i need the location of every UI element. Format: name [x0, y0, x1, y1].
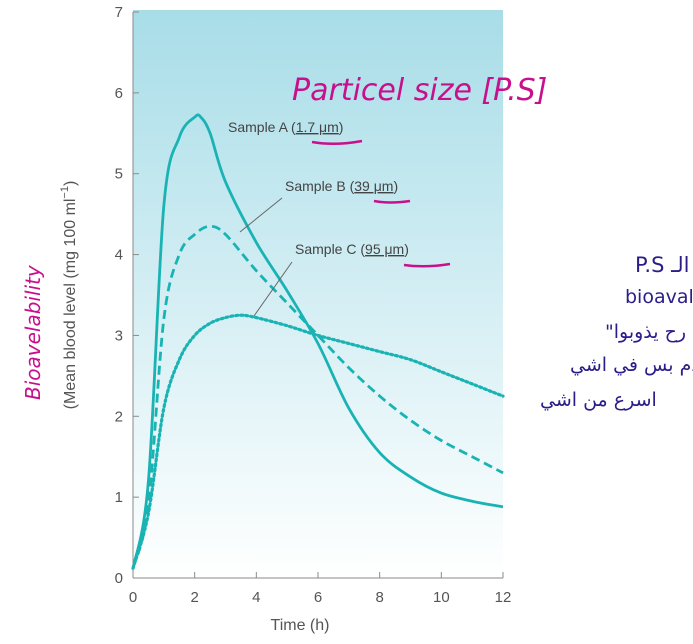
series-line-sample-a — [131, 113, 504, 569]
y-axis-label-main: (Mean blood level (mg 100 ml — [62, 199, 79, 410]
note-line-3: "صح كلهم رح يذوبوا" — [605, 321, 693, 343]
note-line-4: بالدم بس في اشي — [570, 354, 693, 376]
y-axis: 0 1 2 3 4 5 6 7 — [115, 4, 139, 587]
handwritten-title: Particel size [P.S] — [292, 73, 547, 108]
x-axis-label: Time (h) — [271, 617, 330, 634]
label-sample-a: Sample A (1.7 μm) — [228, 119, 343, 135]
y-tick-label: 2 — [115, 408, 123, 425]
y-axis-label: (Mean blood level (mg 100 ml−1) — [59, 181, 79, 410]
x-tick-label: 8 — [375, 589, 383, 606]
leader-line-c — [253, 261, 293, 317]
label-sample-c: Sample C (95 μm) — [295, 241, 409, 257]
label-sample-b: Sample B (39 μm) — [285, 178, 398, 194]
x-tick-label: 12 — [495, 589, 512, 606]
y-tick-label: 7 — [115, 4, 123, 21]
y-axis-label-sup: −1 — [59, 186, 71, 199]
y-tick-label: 1 — [115, 489, 123, 506]
leader-line-b — [239, 197, 283, 233]
note-line-2: زادت الـ bioavalibity — [625, 286, 693, 308]
x-tick-label: 2 — [190, 589, 198, 606]
y-ticks: 0 1 2 3 4 5 6 7 — [115, 4, 139, 587]
handwritten-ylabel: Bioavelability — [21, 264, 45, 400]
y-tick-label: 0 — [115, 570, 123, 587]
x-tick-label: 6 — [314, 589, 322, 606]
x-axis: 0 2 4 6 8 10 12 — [129, 572, 512, 606]
series-group — [131, 113, 505, 570]
handwritten-note: كل ما زاد الـ P.S زادت الـ bioavalibity … — [540, 253, 693, 411]
note-line-1: كل ما زاد الـ P.S — [635, 253, 693, 277]
hand-underline-b — [373, 199, 411, 204]
note-line-5: اسرع من اشي — [540, 389, 657, 411]
hand-underline-c — [403, 262, 451, 268]
x-tick-label: 4 — [252, 589, 260, 606]
x-tick-label: 10 — [433, 589, 450, 606]
plot-background — [133, 10, 503, 578]
y-tick-label: 6 — [115, 85, 123, 102]
series-line-sample-b — [131, 224, 504, 569]
x-tick-label: 0 — [129, 589, 137, 606]
y-tick-label: 5 — [115, 166, 123, 183]
series-line-sample-c — [131, 313, 505, 570]
y-tick-label: 4 — [115, 247, 123, 264]
hand-underline-a — [311, 139, 363, 145]
y-tick-label: 3 — [115, 327, 123, 344]
x-ticks: 0 2 4 6 8 10 12 — [129, 572, 512, 606]
y-axis-label-close: ) — [62, 181, 79, 186]
